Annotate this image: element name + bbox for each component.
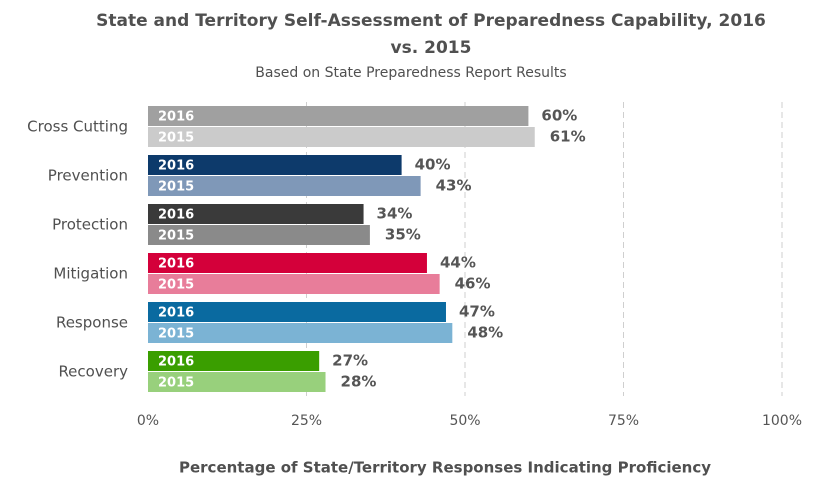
bar-series-label: 2016	[158, 159, 194, 174]
bar-series-label: 2015	[158, 327, 194, 342]
bar-series-label: 2016	[158, 110, 194, 125]
y-tick-label: Response	[56, 314, 128, 332]
data-label: 48%	[467, 324, 503, 342]
data-label: 35%	[385, 226, 421, 244]
data-label: 60%	[541, 107, 577, 125]
x-axis-label: Percentage of State/Territory Responses …	[179, 459, 711, 477]
x-tick-label: 100%	[762, 413, 802, 429]
chart-title: State and Territory Self-Assessment of P…	[96, 11, 766, 58]
bar	[148, 176, 421, 196]
y-tick-label: Recovery	[58, 363, 128, 381]
data-label: 34%	[377, 205, 413, 223]
x-tick-label: 50%	[449, 413, 480, 429]
bar-series-label: 2016	[158, 306, 194, 321]
x-tick-label: 25%	[291, 413, 322, 429]
bar	[148, 106, 529, 126]
bar-series-label: 2015	[158, 278, 194, 293]
x-tick-label: 0%	[137, 413, 159, 429]
data-label: 44%	[440, 254, 476, 272]
data-label: 27%	[332, 352, 368, 370]
bar-series-label: 2015	[158, 229, 194, 244]
y-tick-label: Mitigation	[53, 265, 128, 283]
data-label: 43%	[436, 177, 472, 195]
bar	[148, 372, 326, 392]
data-label: 40%	[415, 156, 451, 174]
bar	[148, 302, 446, 322]
bar	[148, 155, 402, 175]
bar	[148, 253, 427, 273]
y-tick-label: Prevention	[48, 167, 128, 185]
bar-series-label: 2016	[158, 355, 194, 370]
data-label: 46%	[455, 275, 491, 293]
y-tick-label: Cross Cutting	[27, 118, 128, 136]
bar-series-label: 2016	[158, 208, 194, 223]
data-label: 61%	[550, 128, 586, 146]
bar	[148, 274, 440, 294]
bar	[148, 204, 364, 224]
bar	[148, 225, 370, 245]
bar-series-label: 2015	[158, 180, 194, 195]
bar-series-label: 2015	[158, 131, 194, 146]
bar-series-label: 2016	[158, 257, 194, 272]
y-tick-label: Protection	[52, 216, 128, 234]
data-label: 47%	[459, 303, 495, 321]
bar-series-label: 2015	[158, 376, 194, 391]
x-tick-label: 75%	[608, 413, 639, 429]
bar	[148, 127, 535, 147]
chart-subtitle: Based on State Preparedness Report Resul…	[255, 65, 567, 81]
bar	[148, 323, 453, 343]
bar	[148, 351, 320, 371]
data-label: 28%	[341, 373, 377, 391]
